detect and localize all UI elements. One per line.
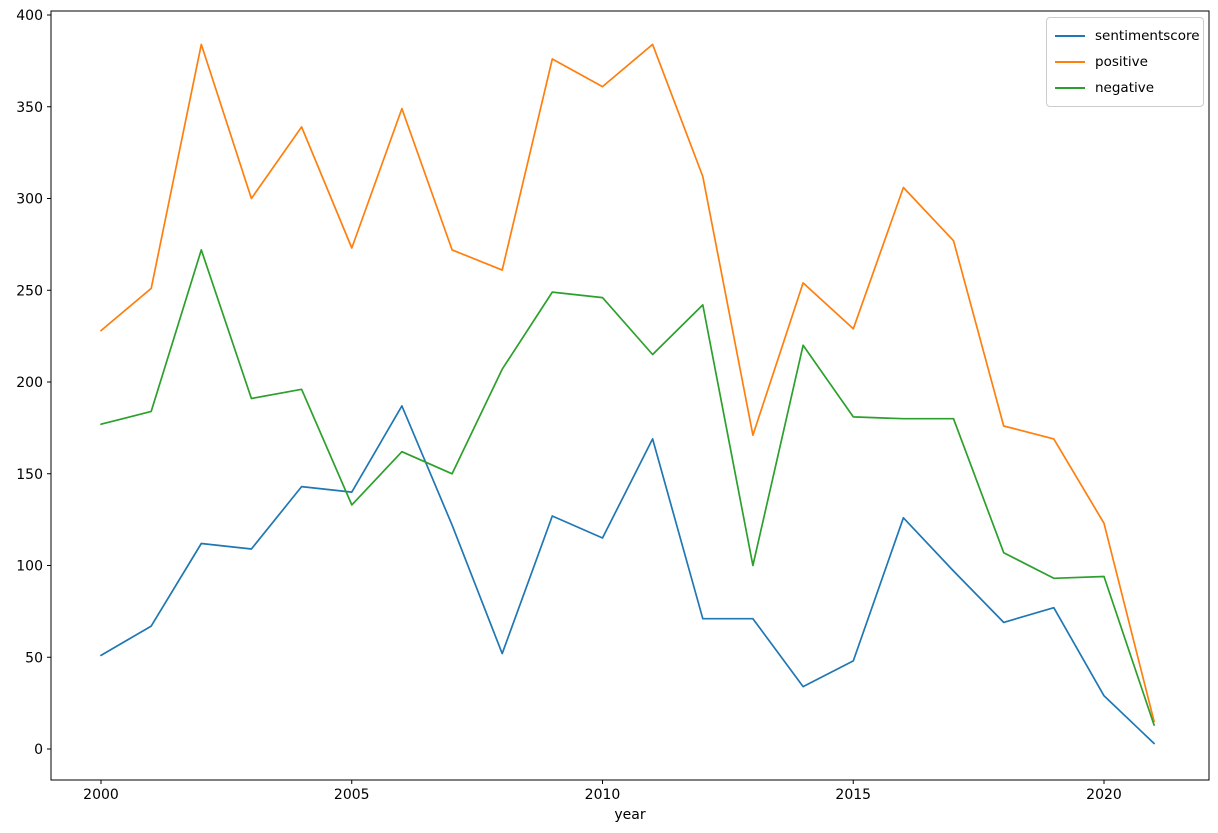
legend-line-swatch-negative (1055, 87, 1085, 89)
y-tick-label: 0 (34, 742, 43, 758)
x-axis-title: year (614, 807, 646, 823)
legend-item-sentimentscore: sentimentscore (1055, 23, 1200, 49)
legend-label-sentimentscore: sentimentscore (1095, 28, 1200, 44)
y-tick-label: 250 (16, 283, 43, 299)
y-tick-label: 100 (16, 559, 43, 575)
legend: sentimentscore positive negative (1046, 17, 1204, 107)
legend-line-swatch-positive (1055, 61, 1085, 63)
legend-item-negative: negative (1055, 75, 1195, 101)
legend-label-positive: positive (1095, 54, 1148, 70)
legend-label-negative: negative (1095, 80, 1155, 96)
x-tick-label: 2000 (83, 787, 119, 803)
axes-spines (50, 10, 1210, 781)
legend-line-swatch-sentimentscore (1055, 35, 1085, 37)
y-tick-label: 350 (16, 100, 43, 116)
series-line-negative (100, 249, 1155, 726)
x-tick-label: 2010 (585, 787, 621, 803)
y-tick-label: 50 (25, 650, 43, 666)
y-tick-label: 300 (16, 192, 43, 208)
legend-item-positive: positive (1055, 49, 1195, 75)
x-tick-label: 2020 (1086, 787, 1122, 803)
x-tick-label: 2005 (334, 787, 370, 803)
series-line-positive (100, 43, 1155, 723)
y-tick-label: 150 (16, 467, 43, 483)
series-line-sentimentscore (100, 405, 1155, 745)
y-tick-label: 200 (16, 375, 43, 391)
x-tick-label: 2015 (835, 787, 871, 803)
y-tick-label: 400 (16, 8, 43, 24)
